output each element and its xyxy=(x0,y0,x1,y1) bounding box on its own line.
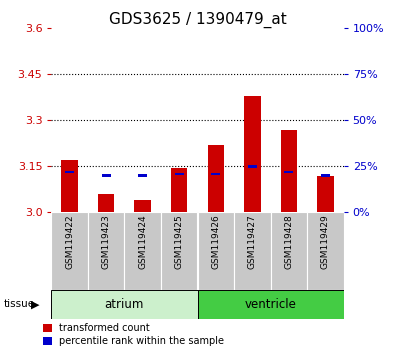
Bar xyxy=(211,172,220,175)
Bar xyxy=(244,96,261,212)
Text: GSM119428: GSM119428 xyxy=(284,215,293,269)
Text: GSM119422: GSM119422 xyxy=(65,215,74,269)
Text: GSM119427: GSM119427 xyxy=(248,215,257,269)
Bar xyxy=(138,175,147,177)
Bar xyxy=(134,200,151,212)
Legend: transformed count, percentile rank within the sample: transformed count, percentile rank withi… xyxy=(43,324,224,346)
Text: GSM119426: GSM119426 xyxy=(211,215,220,269)
Title: GDS3625 / 1390479_at: GDS3625 / 1390479_at xyxy=(109,12,286,28)
Bar xyxy=(88,212,124,290)
Text: ▶: ▶ xyxy=(31,299,40,309)
Bar xyxy=(198,212,234,290)
Bar xyxy=(198,290,344,319)
Bar xyxy=(161,212,198,290)
Text: tissue: tissue xyxy=(4,299,35,309)
Text: GSM119423: GSM119423 xyxy=(102,215,111,269)
Text: ventricle: ventricle xyxy=(245,298,297,311)
Text: GSM119424: GSM119424 xyxy=(138,215,147,269)
Bar xyxy=(271,212,307,290)
Bar xyxy=(51,212,88,290)
Bar xyxy=(98,194,115,212)
Bar xyxy=(51,290,198,319)
Text: GSM119429: GSM119429 xyxy=(321,215,330,269)
Bar xyxy=(307,212,344,290)
Bar xyxy=(207,145,224,212)
Bar xyxy=(317,176,334,212)
Bar xyxy=(171,168,188,212)
Bar xyxy=(321,175,330,177)
Bar xyxy=(61,160,78,212)
Bar xyxy=(65,171,74,173)
Bar xyxy=(284,171,293,173)
Bar xyxy=(124,212,161,290)
Bar xyxy=(175,172,184,175)
Bar xyxy=(102,175,111,177)
Text: GSM119425: GSM119425 xyxy=(175,215,184,269)
Bar xyxy=(234,212,271,290)
Text: atrium: atrium xyxy=(105,298,144,311)
Bar xyxy=(248,165,257,167)
Bar xyxy=(280,130,297,212)
